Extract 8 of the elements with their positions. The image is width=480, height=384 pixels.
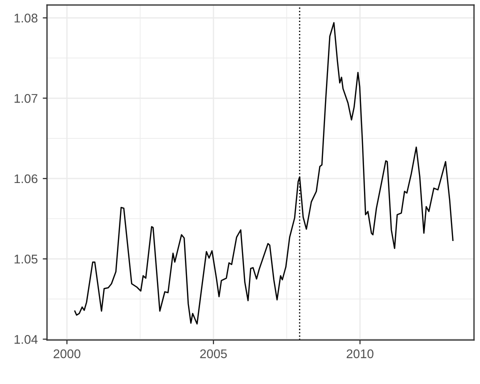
x-tick-label: 2005 <box>200 349 227 358</box>
x-tick-label: 2000 <box>54 349 80 358</box>
y-tick-label: 1.08 <box>14 14 38 23</box>
y-tick-label: 1.07 <box>14 94 38 103</box>
y-tick-label: 1.04 <box>14 334 38 344</box>
y-tick-label: 1.05 <box>14 254 38 264</box>
y-tick-label: 1.06 <box>14 174 38 184</box>
x-tick-label: 2010 <box>346 349 374 358</box>
